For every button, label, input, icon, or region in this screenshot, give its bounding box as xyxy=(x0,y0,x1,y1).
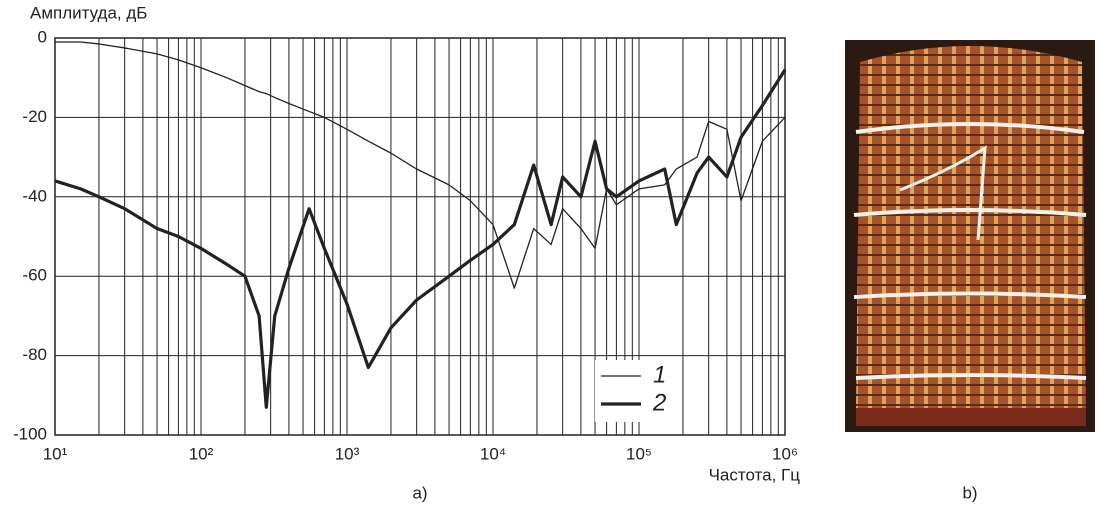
series-line xyxy=(54,68,787,409)
lead xyxy=(899,145,987,241)
x-tick-label: 10⁵ xyxy=(626,444,652,463)
y-axis-label: Амплитуда, дБ xyxy=(30,3,147,22)
x-tick-label: 10¹ xyxy=(43,444,68,463)
photo xyxy=(845,40,1095,432)
y-tick-label: -80 xyxy=(22,345,47,364)
x-tick-label: 10² xyxy=(189,444,214,463)
photo-caption: b) xyxy=(962,483,977,502)
y-tick-label: -40 xyxy=(22,186,47,205)
bands xyxy=(853,122,1087,380)
x-tick-label: 10⁴ xyxy=(480,444,506,463)
y-tick-label: -60 xyxy=(22,266,47,285)
x-tick-label: 10³ xyxy=(335,444,360,463)
y-tick-label: 0 xyxy=(38,27,47,46)
legend-label: 1 xyxy=(653,361,666,388)
coil xyxy=(856,46,1086,425)
y-tick-label: -20 xyxy=(22,107,47,126)
legend-label: 2 xyxy=(652,389,666,416)
base xyxy=(856,408,1086,426)
caption: a) xyxy=(412,483,427,502)
series-line xyxy=(55,41,786,289)
x-axis-label: Частота, Гц xyxy=(709,465,801,484)
x-tick-label: 10⁶ xyxy=(772,444,798,463)
y-tick-label: -100 xyxy=(13,424,47,443)
legend-box xyxy=(595,360,681,422)
